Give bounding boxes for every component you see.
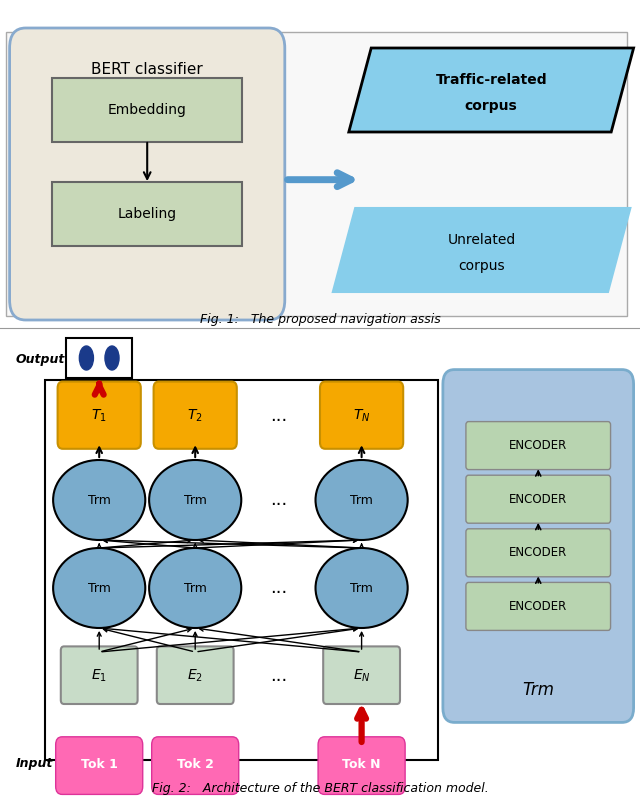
Text: Trm: Trm [88, 494, 111, 506]
Text: $T_N$: $T_N$ [353, 408, 371, 424]
Text: BERT classifier: BERT classifier [92, 62, 203, 78]
Text: Labeling: Labeling [118, 207, 177, 221]
Polygon shape [349, 48, 634, 132]
FancyBboxPatch shape [443, 370, 634, 722]
Text: Tok 2: Tok 2 [177, 758, 214, 770]
FancyBboxPatch shape [66, 338, 132, 378]
FancyBboxPatch shape [56, 737, 143, 794]
Ellipse shape [53, 460, 145, 540]
Text: Trm: Trm [88, 582, 111, 594]
Text: ENCODER: ENCODER [509, 439, 568, 452]
Text: ENCODER: ENCODER [509, 493, 568, 506]
Text: Trm: Trm [184, 582, 207, 594]
FancyBboxPatch shape [466, 422, 611, 470]
Text: ...: ... [270, 491, 287, 509]
FancyBboxPatch shape [45, 380, 438, 760]
FancyBboxPatch shape [157, 646, 234, 704]
FancyBboxPatch shape [152, 737, 239, 794]
Text: $T_1$: $T_1$ [92, 408, 107, 424]
Text: ...: ... [270, 579, 287, 597]
FancyBboxPatch shape [318, 737, 405, 794]
FancyBboxPatch shape [320, 382, 403, 449]
Ellipse shape [105, 346, 119, 370]
Text: Trm: Trm [350, 494, 373, 506]
Text: Fig. 1:   The proposed navigation assis: Fig. 1: The proposed navigation assis [200, 314, 440, 326]
Ellipse shape [316, 460, 408, 540]
Text: ...: ... [270, 407, 287, 425]
Text: $E_1$: $E_1$ [91, 668, 108, 684]
Text: Fig. 2:   Architecture of the BERT classification model.: Fig. 2: Architecture of the BERT classif… [152, 782, 488, 795]
Text: Tok N: Tok N [342, 758, 381, 770]
Text: ...: ... [270, 667, 287, 685]
Ellipse shape [53, 548, 145, 628]
Ellipse shape [149, 548, 241, 628]
Ellipse shape [316, 548, 408, 628]
Text: Trm: Trm [350, 582, 373, 594]
Text: corpus: corpus [465, 99, 518, 113]
Text: $T_2$: $T_2$ [188, 408, 203, 424]
FancyBboxPatch shape [154, 382, 237, 449]
FancyBboxPatch shape [6, 32, 627, 316]
Polygon shape [333, 208, 630, 292]
Text: corpus: corpus [458, 259, 505, 273]
Text: Trm: Trm [184, 494, 207, 506]
Text: ENCODER: ENCODER [509, 600, 568, 613]
FancyBboxPatch shape [466, 475, 611, 523]
FancyBboxPatch shape [323, 646, 400, 704]
FancyBboxPatch shape [61, 646, 138, 704]
Ellipse shape [149, 460, 241, 540]
Text: Traffic-related: Traffic-related [435, 74, 547, 87]
FancyBboxPatch shape [52, 182, 242, 246]
FancyBboxPatch shape [52, 78, 242, 142]
Text: Unrelated: Unrelated [447, 234, 516, 247]
Text: Output: Output [16, 354, 65, 366]
FancyBboxPatch shape [466, 582, 611, 630]
FancyBboxPatch shape [58, 382, 141, 449]
Text: Input: Input [16, 758, 53, 770]
Text: Tok 1: Tok 1 [81, 758, 118, 770]
Text: Trm: Trm [522, 682, 554, 699]
Text: $E_2$: $E_2$ [188, 668, 203, 684]
Text: ENCODER: ENCODER [509, 546, 568, 559]
FancyBboxPatch shape [10, 28, 285, 320]
Text: Embedding: Embedding [108, 103, 187, 117]
Ellipse shape [79, 346, 93, 370]
FancyBboxPatch shape [466, 529, 611, 577]
Text: $E_N$: $E_N$ [353, 668, 371, 684]
